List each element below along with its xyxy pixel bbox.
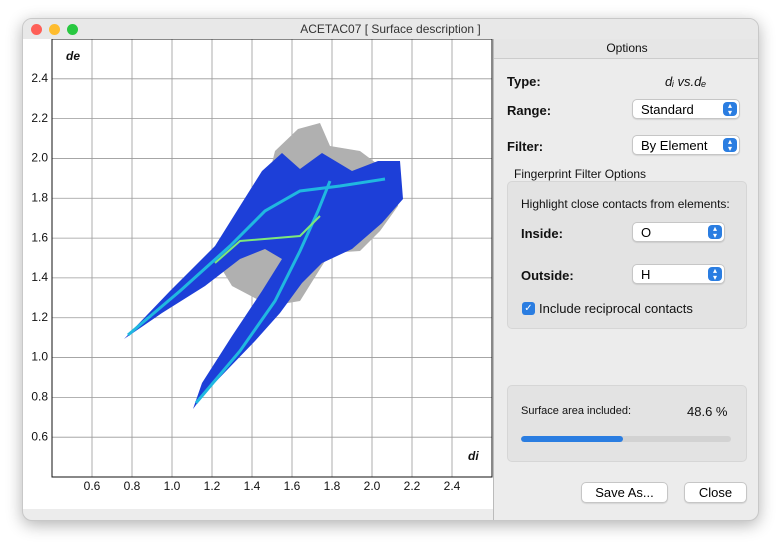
range-select[interactable]: Standard ▴ ▾: [632, 99, 740, 119]
x-tick-label: 1.8: [324, 479, 341, 493]
filter-label: Filter:: [507, 139, 544, 154]
y-tick-label: 2.0: [31, 151, 48, 165]
y-tick-label: 1.4: [31, 270, 48, 284]
reciprocal-checkbox[interactable]: ✓: [522, 302, 535, 315]
y-tick-label: 1.6: [31, 230, 48, 244]
inside-value: O: [641, 225, 652, 240]
x-tick-label: 1.6: [284, 479, 301, 493]
plot-frame: [51, 39, 493, 478]
arrows: ▴ ▾: [708, 267, 722, 282]
fingerprint-peak: [214, 215, 321, 264]
fingerprint-blue: [124, 153, 403, 409]
x-tick-label: 2.0: [364, 479, 381, 493]
reciprocal-label[interactable]: Include reciprocal contacts: [539, 301, 693, 316]
y-tick-label: 2.2: [31, 111, 48, 125]
save-button[interactable]: Save As...: [581, 482, 668, 503]
minimize-dot[interactable]: [49, 24, 60, 35]
title-bar: ACETAC07 [ Surface description ]: [23, 19, 758, 40]
progress-track: [521, 436, 731, 442]
y-tick-label: 1.0: [31, 350, 48, 364]
x-tick-label: 0.8: [124, 479, 141, 493]
arrows: ▴ ▾: [708, 225, 722, 240]
x-tick-label: 1.4: [244, 479, 261, 493]
outside-select[interactable]: H ▴ ▾: [632, 264, 725, 284]
type-label: Type:: [507, 74, 541, 89]
y-tick-label: 1.2: [31, 310, 48, 324]
type-value: dᵢ vs.dₑ: [665, 74, 707, 89]
fingerprint-core: [127, 177, 386, 337]
arrows: ▴ ▾: [723, 138, 737, 153]
range-label: Range:: [507, 103, 552, 118]
fingerprint: [124, 123, 403, 409]
arrows: ▴ ▾: [723, 102, 737, 117]
group-title: Fingerprint Filter Options: [514, 167, 647, 181]
options-header: Options: [494, 39, 758, 59]
x-tick-label: 2.4: [444, 479, 461, 493]
outside-label: Outside:: [521, 268, 574, 283]
group-hint: Highlight close contacts from elements:: [521, 197, 730, 211]
x-tick-label: 0.6: [84, 479, 101, 493]
fingerprint-core: [194, 180, 332, 404]
plot: de di 0.6 0.8 1.0 1.2 1.4 1.6 1.8 2.0 2.2 2.4 0.6 0…: [23, 39, 493, 509]
x-tick-label: 1.2: [204, 479, 221, 493]
y-tick-label: 0.8: [31, 390, 48, 404]
x-axis-label: di: [468, 449, 479, 463]
zoom-dot[interactable]: [67, 24, 78, 35]
close-dot[interactable]: [31, 24, 42, 35]
inside-select[interactable]: O ▴ ▾: [632, 222, 725, 242]
surface-value: 48.6 %: [687, 404, 728, 419]
y-tick-label: 2.4: [31, 71, 48, 85]
range-value: Standard: [641, 102, 694, 117]
progress-fill: [521, 436, 624, 442]
surface-box: [507, 385, 747, 462]
inside-label: Inside:: [521, 226, 563, 241]
window: ACETAC07 [ Surface description ] de di 0…: [22, 18, 759, 521]
surface-label: Surface area included:: [521, 405, 632, 417]
divider: [493, 39, 494, 520]
filter-value: By Element: [641, 138, 708, 153]
y-tick-label: 1.8: [31, 190, 48, 204]
y-axis-label: de: [66, 49, 80, 63]
x-tick-label: 1.0: [164, 479, 181, 493]
filter-select[interactable]: By Element ▴ ▾: [632, 135, 740, 155]
x-tick-label: 2.2: [404, 479, 421, 493]
filter-group: [507, 181, 747, 329]
close-button[interactable]: Close: [684, 482, 747, 503]
y-tick-label: 0.6: [31, 429, 48, 443]
window-title: ACETAC07 [ Surface description ]: [300, 22, 481, 36]
outside-value: H: [641, 267, 651, 282]
